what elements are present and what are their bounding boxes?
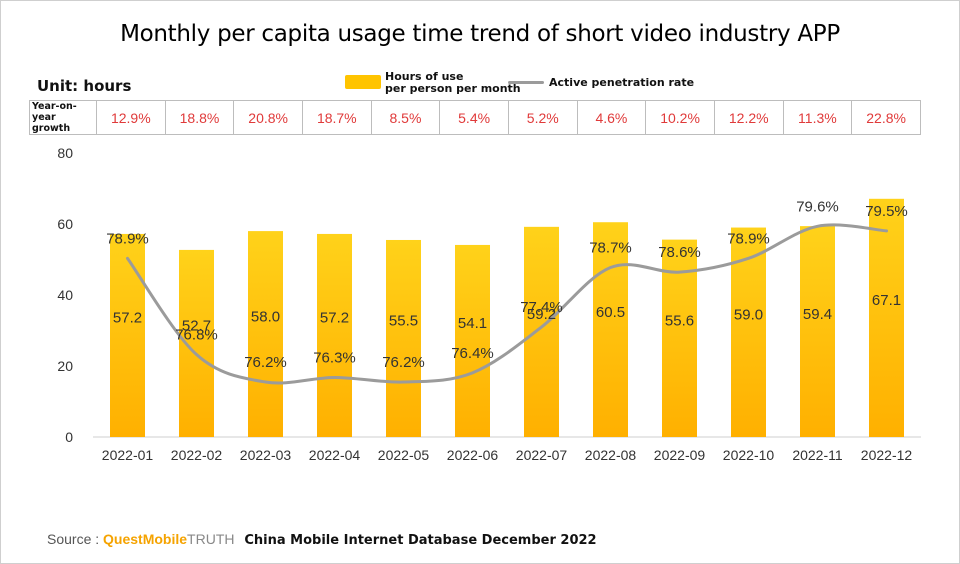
yoy-growth-row: Year-on-year growth 12.9% 18.8% 20.8% 18.7%… <box>29 100 921 135</box>
x-tick-label: 2022-11 <box>792 447 843 463</box>
line-value-label: 78.6% <box>658 244 701 261</box>
bar-value-label: 57.2 <box>320 310 349 327</box>
source-database: China Mobile Internet Database December … <box>244 533 597 548</box>
bar-value-label: 59.0 <box>734 307 763 324</box>
line-value-label: 77.4% <box>520 299 563 316</box>
bar-value-label: 52.7 <box>182 318 211 335</box>
yoy-growth-cell: 5.4% <box>439 100 509 135</box>
line-value-label: 76.8% <box>175 327 218 344</box>
bar <box>386 239 421 437</box>
penetration-rate-line <box>126 223 888 385</box>
bar-value-label: 55.5 <box>389 313 418 330</box>
bar-value-label: 57.2 <box>113 310 142 327</box>
yoy-growth-label: Year-on-year growth <box>29 100 97 135</box>
unit-label: Unit: hours <box>37 77 132 95</box>
line-value-label: 78.9% <box>106 230 149 247</box>
combo-chart: 0 20 40 60 80 2022-01 2022-02 2022-03 2022-04 202… <box>57 145 921 463</box>
y-tick-label: 80 <box>57 145 73 161</box>
source-brand: QuestMobile <box>103 531 188 547</box>
yoy-growth-label-line2: growth <box>32 123 71 134</box>
legend-bar-label-line2: per person per month <box>385 82 521 95</box>
line-value-label: 78.7% <box>589 240 632 257</box>
axis-layer: 0 20 40 60 80 2022-01 2022-02 2022-03 2022-04 202… <box>57 145 921 463</box>
yoy-growth-label-line1: Year-on-year <box>32 101 77 123</box>
chart-title: Monthly per capita usage time trend of s… <box>120 21 840 47</box>
line-value-label: 79.6% <box>796 198 839 215</box>
line-value-label: 78.9% <box>727 230 770 247</box>
x-tick-label: 2022-04 <box>309 447 361 463</box>
bar <box>317 233 352 437</box>
yoy-growth-cell: 18.7% <box>301 100 372 135</box>
yoy-growth-cell: 10.2% <box>645 100 715 135</box>
line-layer <box>126 223 888 385</box>
label-layer: 57.2 52.7 58.0 57.2 55.5 54.1 59.2 60.5 55.6 59.0… <box>106 198 908 371</box>
x-tick-label: 2022-10 <box>723 447 775 463</box>
bar-value-label: 59.4 <box>803 306 832 323</box>
yoy-growth-cell: 5.2% <box>507 100 578 135</box>
y-tick-label: 40 <box>57 287 73 303</box>
x-tick-label: 2022-05 <box>378 447 430 463</box>
x-tick-label: 2022-02 <box>171 447 223 463</box>
source-note: Source : QuestMobileTRUTH China Mobile I… <box>47 531 597 548</box>
yoy-growth-cell: 4.6% <box>576 100 647 135</box>
x-tick-label: 2022-12 <box>861 447 913 463</box>
bar-value-label: 67.1 <box>872 292 901 309</box>
yoy-growth-cell: 20.8% <box>233 100 303 135</box>
x-tick-label: 2022-06 <box>447 447 499 463</box>
source-label: Source : <box>47 531 100 547</box>
y-tick-label: 60 <box>57 216 73 232</box>
yoy-growth-cell: 12.9% <box>96 100 166 135</box>
legend-bar-label: Hours of use per person per month <box>385 71 525 95</box>
yoy-growth-cell: 18.8% <box>164 100 235 135</box>
yoy-growth-cell: 22.8% <box>851 100 921 135</box>
yoy-growth-table: Year-on-year growth 12.9% 18.8% 20.8% 18.7%… <box>29 100 921 135</box>
x-tick-label: 2022-07 <box>516 447 568 463</box>
line-value-label: 79.5% <box>865 203 908 220</box>
legend-line-label: Active penetration rate <box>549 76 695 89</box>
line-value-label: 76.4% <box>451 345 494 362</box>
bar <box>455 244 490 437</box>
line-value-label: 76.3% <box>313 349 356 366</box>
x-tick-label: 2022-01 <box>102 447 154 463</box>
bar-value-label: 58.0 <box>251 308 280 325</box>
y-tick-label: 0 <box>65 429 73 445</box>
bar <box>662 239 697 437</box>
bar <box>110 233 145 437</box>
bar <box>524 226 559 437</box>
bar <box>869 198 904 437</box>
bar-layer <box>110 198 904 437</box>
x-tick-label: 2022-03 <box>240 447 292 463</box>
bar-value-label: 60.5 <box>596 304 625 321</box>
legend-line-swatch <box>508 81 544 84</box>
x-tick-label: 2022-09 <box>654 447 706 463</box>
y-tick-label: 20 <box>57 358 73 374</box>
bar <box>248 231 283 437</box>
yoy-growth-cell: 12.2% <box>713 100 784 135</box>
yoy-growth-cell: 11.3% <box>782 100 853 135</box>
bar <box>593 222 628 437</box>
legend-bar-label-line1: Hours of use <box>385 70 464 83</box>
source-brand-suffix: TRUTH <box>187 531 235 547</box>
bar-value-label: 54.1 <box>458 315 487 332</box>
line-value-label: 76.2% <box>244 354 287 371</box>
x-tick-label: 2022-08 <box>585 447 637 463</box>
yoy-growth-cell: 8.5% <box>370 100 441 135</box>
bar-value-label: 55.6 <box>665 313 694 330</box>
line-value-label: 76.2% <box>382 354 425 371</box>
legend-bar-swatch <box>345 75 381 89</box>
bar <box>800 226 835 437</box>
bar-value-label: 59.2 <box>527 306 556 323</box>
